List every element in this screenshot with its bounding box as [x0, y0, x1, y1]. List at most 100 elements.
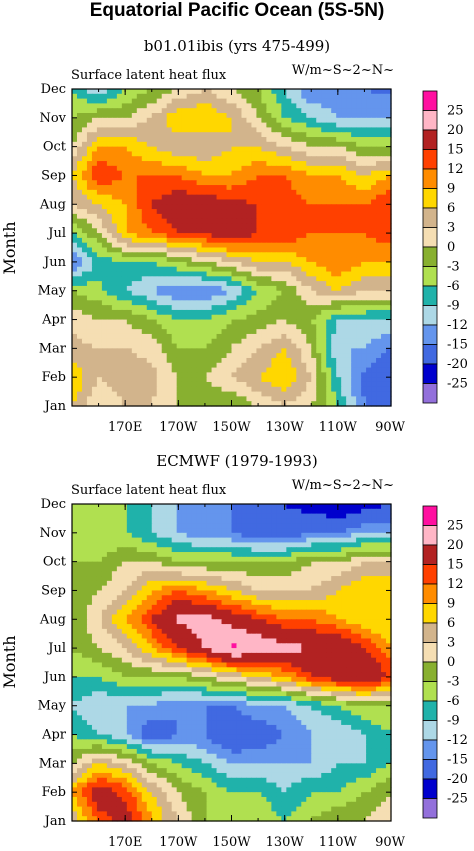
heatmap-cell — [301, 290, 307, 297]
heatmap-cell — [321, 122, 327, 129]
heatmap-cell — [276, 333, 282, 340]
heatmap-cell — [376, 218, 382, 225]
heatmap-cell — [136, 141, 143, 148]
heatmap-cell — [206, 103, 213, 109]
heatmap-cell — [156, 156, 163, 162]
heatmap-cell — [86, 209, 93, 215]
heatmap-cell — [371, 204, 377, 210]
heatmap-cell — [86, 518, 93, 524]
heatmap-cell — [306, 170, 312, 177]
heatmap-cell — [321, 305, 327, 311]
heatmap-cell — [286, 353, 292, 359]
heatmap-cell — [271, 156, 277, 162]
heatmap-cell — [256, 295, 262, 301]
heatmap-cell — [106, 242, 113, 249]
heatmap-cell — [321, 343, 327, 349]
heatmap-cell — [331, 348, 337, 354]
heatmap-cell — [381, 113, 387, 119]
heatmap-cell — [196, 233, 203, 239]
heatmap-cell — [376, 141, 382, 148]
heatmap-cell — [301, 237, 307, 244]
heatmap-cell — [356, 319, 362, 325]
heatmap-cell — [366, 396, 372, 402]
heatmap-cell — [81, 252, 88, 258]
heatmap-cell — [276, 309, 282, 316]
heatmap-cell — [276, 319, 282, 325]
heatmap-cell — [266, 213, 272, 220]
heatmap-cell — [311, 199, 317, 205]
heatmap-cell — [341, 141, 347, 148]
heatmap-cell — [251, 108, 258, 114]
heatmap-cell — [201, 199, 208, 205]
heatmap-cell — [161, 103, 168, 109]
heatmap-cell — [196, 537, 203, 544]
heatmap-cell — [271, 93, 277, 100]
heatmap-cell — [161, 89, 168, 95]
heatmap-cell — [121, 218, 128, 225]
heatmap-cell — [146, 98, 153, 105]
heatmap-cell — [101, 401, 108, 407]
heatmap-cell — [241, 189, 248, 196]
heatmap-cell — [146, 372, 153, 378]
heatmap-cell — [336, 314, 342, 321]
heatmap-cell — [281, 156, 287, 162]
heatmap-cell — [236, 357, 243, 364]
heatmap-cell — [301, 377, 307, 383]
heatmap-cell — [326, 257, 332, 263]
heatmap-cell — [306, 295, 312, 301]
heatmap-cell — [211, 343, 218, 349]
heatmap-cell — [216, 281, 223, 287]
heatmap-cell — [226, 132, 233, 138]
heatmap-cell — [76, 523, 83, 529]
heatmap-cell — [336, 285, 342, 292]
heatmap-cell — [166, 113, 173, 119]
heatmap-cell — [151, 401, 158, 407]
heatmap-cell — [276, 547, 282, 553]
heatmap-cell — [276, 103, 282, 109]
heatmap-cell — [206, 338, 213, 345]
heatmap-cell — [231, 199, 238, 205]
heatmap-cell — [346, 386, 352, 393]
heatmap-cell — [76, 372, 83, 378]
heatmap-cell — [136, 233, 143, 239]
heatmap-cell — [216, 194, 223, 201]
heatmap-cell — [141, 175, 148, 181]
heatmap-cell — [161, 362, 168, 369]
heatmap-cell — [306, 103, 312, 109]
heatmap-cell — [76, 233, 83, 239]
heatmap-cell — [386, 319, 392, 325]
heatmap-cell — [256, 377, 262, 383]
heatmap-cell — [371, 98, 377, 105]
heatmap-cell — [266, 353, 272, 359]
heatmap-cell — [296, 372, 302, 378]
heatmap-cell — [226, 391, 233, 397]
heatmap-cell — [146, 228, 153, 234]
heatmap-cell — [346, 547, 352, 553]
heatmap-cell — [151, 127, 158, 133]
heatmap-cell — [376, 333, 382, 340]
heatmap-cell — [166, 146, 173, 153]
heatmap-cell — [156, 228, 163, 234]
heatmap-cell — [256, 401, 262, 407]
heatmap-cell — [311, 396, 317, 402]
heatmap-cell — [126, 137, 133, 143]
heatmap-cell — [226, 314, 233, 321]
heatmap-cell — [251, 367, 258, 373]
heatmap-cell — [131, 518, 138, 524]
heatmap-cell — [176, 223, 183, 229]
heatmap-cell — [356, 314, 362, 321]
heatmap-cell — [166, 386, 173, 393]
heatmap-cell — [271, 367, 277, 373]
heatmap-cell — [371, 161, 377, 167]
heatmap-cell — [131, 137, 138, 143]
heatmap-cell — [271, 132, 277, 138]
heatmap-cell — [361, 189, 367, 196]
heatmap-cell — [211, 199, 218, 205]
heatmap-cell — [261, 271, 267, 277]
heatmap-cell — [171, 508, 178, 515]
heatmap-cell — [281, 141, 287, 148]
heatmap-cell — [166, 141, 173, 148]
heatmap-cell — [321, 113, 327, 119]
heatmap-cell — [86, 93, 93, 100]
heatmap-cell — [376, 151, 382, 157]
